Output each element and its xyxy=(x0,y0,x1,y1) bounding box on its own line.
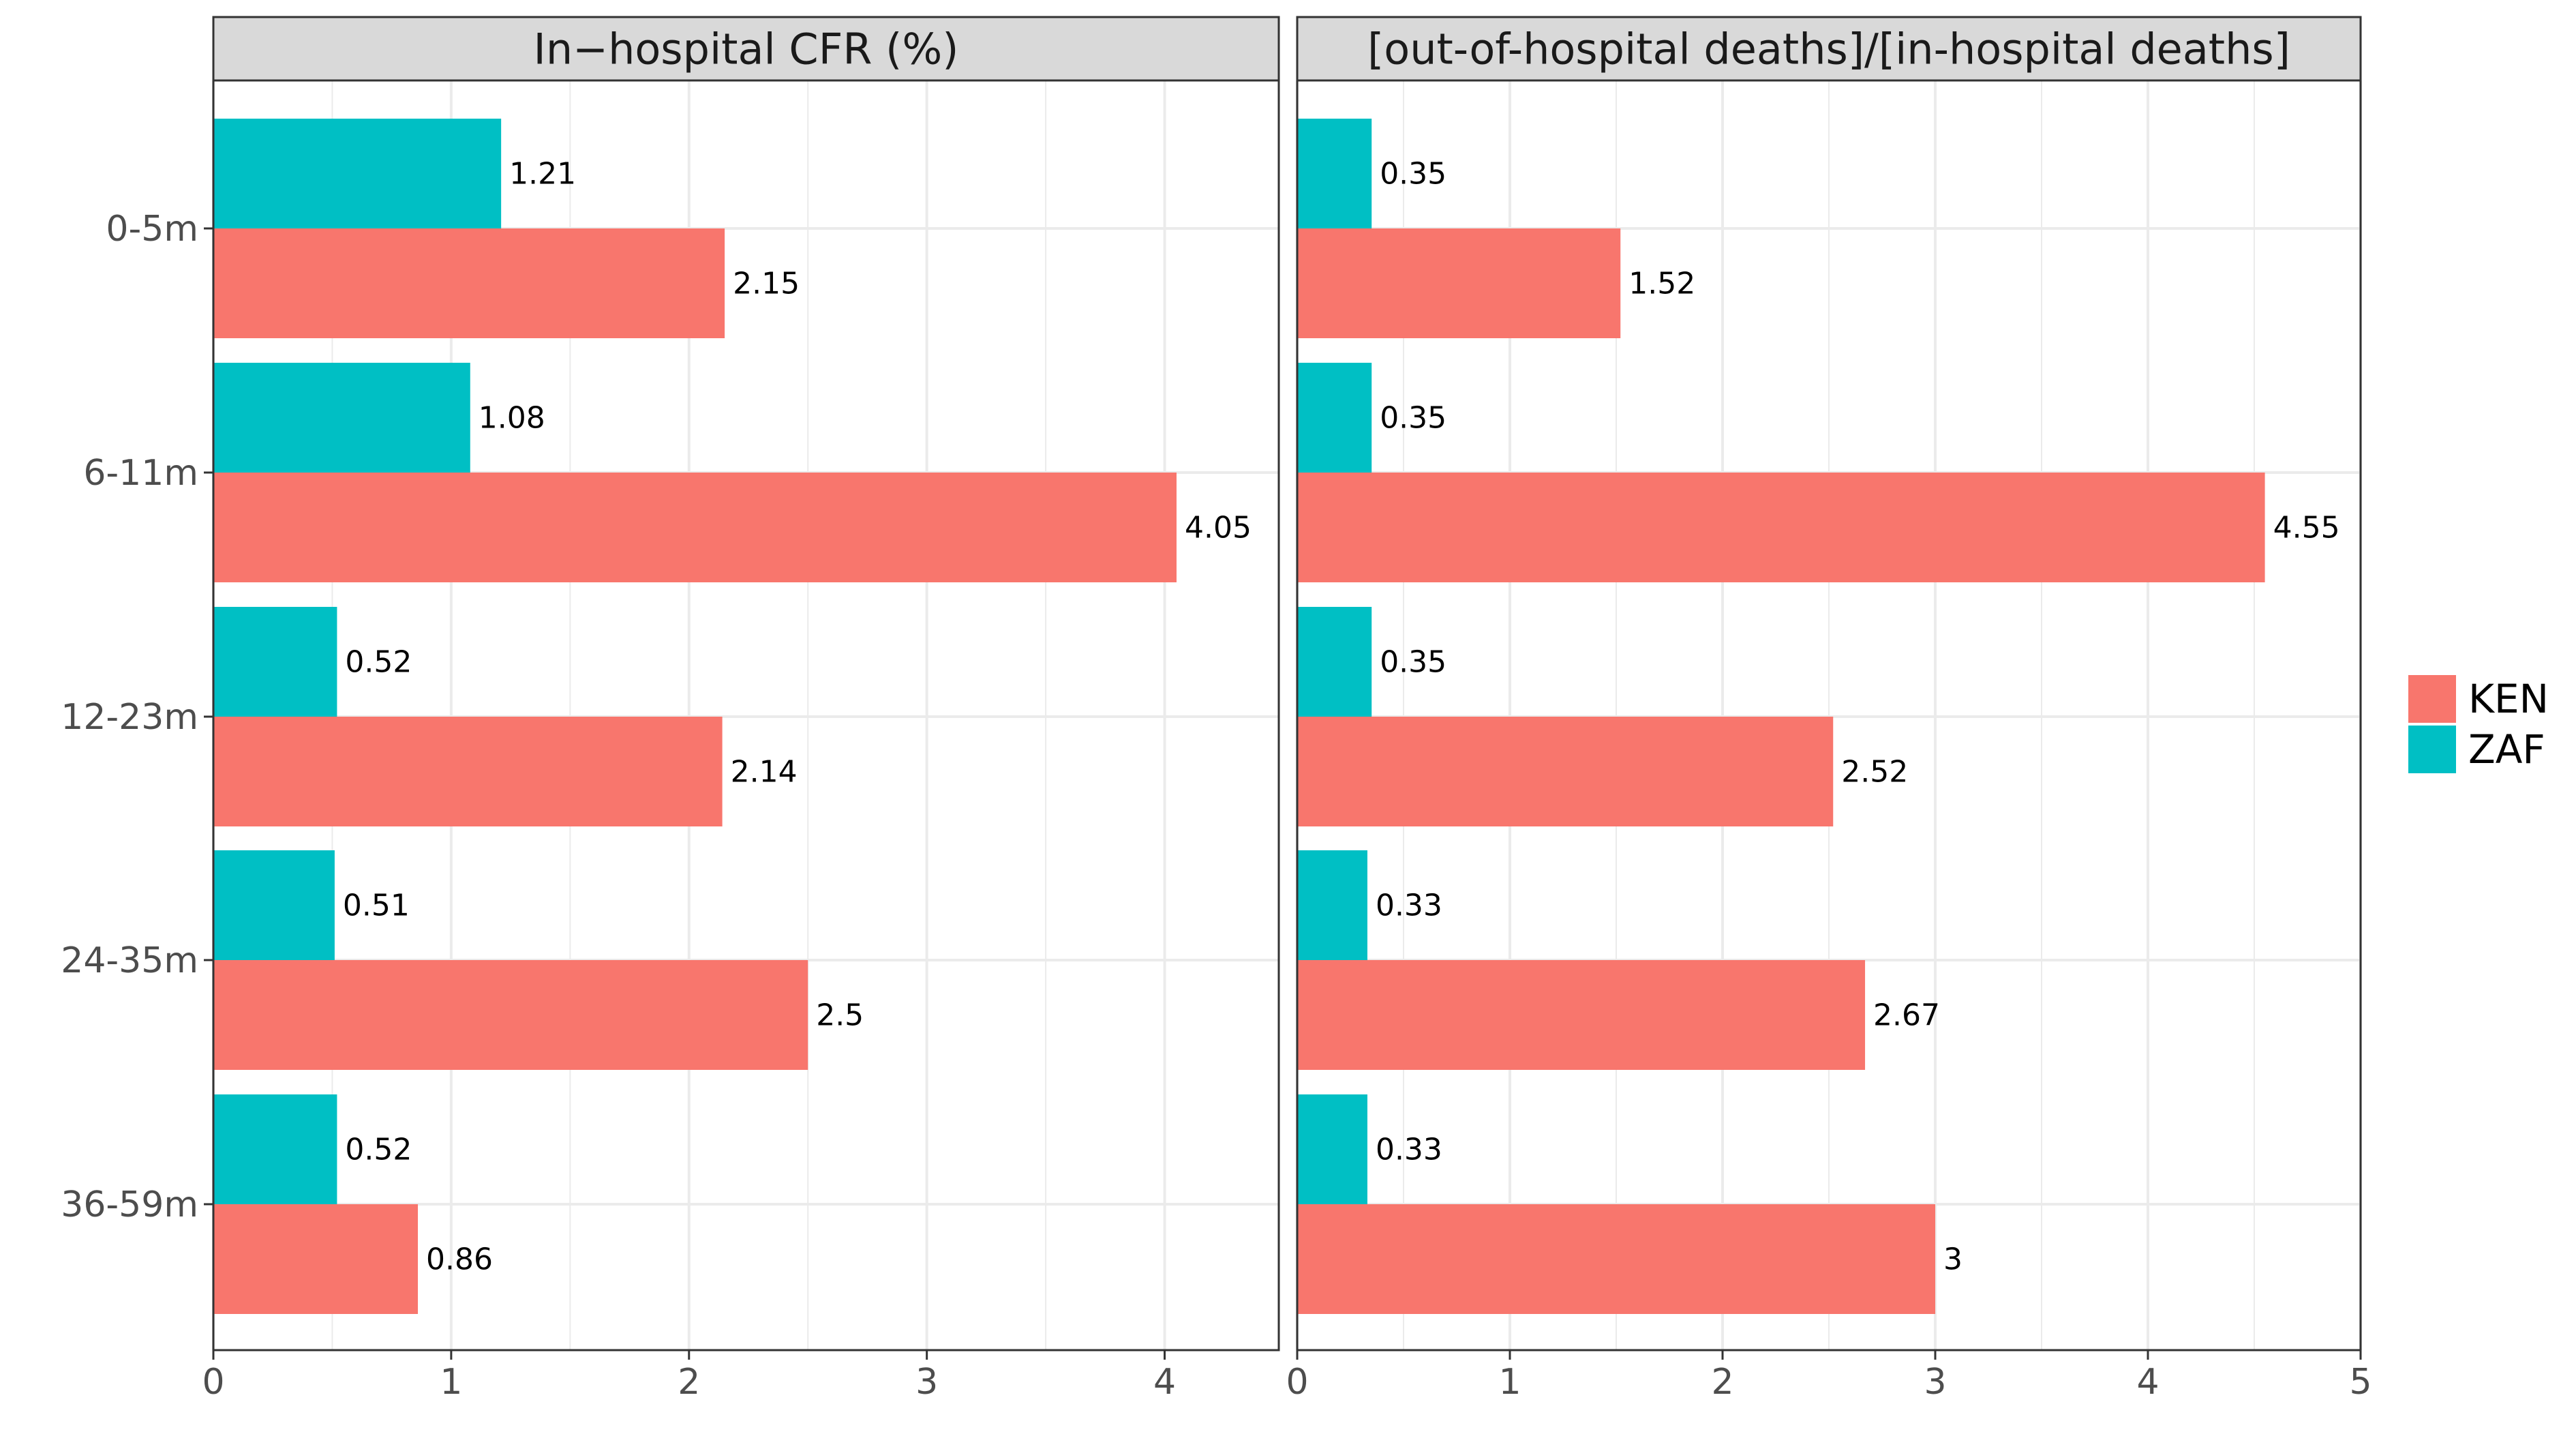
data-label: 0.33 xyxy=(1376,888,1442,923)
bar-zaf-6-11m xyxy=(1297,363,1372,473)
x-tick-label: 3 xyxy=(1924,1362,1946,1403)
data-label: 2.5 xyxy=(816,998,864,1033)
data-label: 4.55 xyxy=(2273,511,2340,546)
bar-ken-12-23m xyxy=(1297,717,1834,826)
y-tick-label: 24-35m xyxy=(61,940,198,981)
legend-label: ZAF xyxy=(2468,726,2545,773)
bar-zaf-36-59m xyxy=(213,1094,337,1204)
bar-ken-36-59m xyxy=(1297,1204,1935,1314)
data-label: 0.35 xyxy=(1380,401,1446,436)
x-tick-label: 1 xyxy=(1498,1362,1521,1403)
x-tick-label: 0 xyxy=(202,1362,224,1403)
data-label: 0.52 xyxy=(345,1133,412,1167)
data-label: 0.35 xyxy=(1380,157,1446,192)
bar-ken-36-59m xyxy=(213,1204,419,1314)
facet-title: In−hospital CFR (%) xyxy=(534,25,959,74)
bar-ken-0-5m xyxy=(1297,228,1621,338)
x-tick-label: 0 xyxy=(1286,1362,1308,1403)
x-tick-label: 4 xyxy=(2136,1362,2159,1403)
data-label: 1.52 xyxy=(1628,267,1695,301)
bar-ken-24-35m xyxy=(1297,960,1866,1070)
panel-2: 0.35 0.35 0.35 0.33 0.33 1.52 4.55 2.52 2.67 3 [ou… xyxy=(1286,16,2372,1403)
data-label: 2.52 xyxy=(1841,755,1908,790)
bar-zaf-24-35m xyxy=(213,850,335,960)
x-tick-label: 3 xyxy=(915,1362,938,1403)
facet-strip xyxy=(1296,16,2362,82)
y-tick-label: 0-5m xyxy=(106,209,198,250)
bar-zaf-0-5m xyxy=(213,119,502,228)
data-label: 1.08 xyxy=(479,401,545,436)
bar-zaf-36-59m xyxy=(1297,1094,1367,1204)
data-label: 0.33 xyxy=(1376,1133,1442,1167)
x-tick-label: 1 xyxy=(440,1362,462,1403)
legend-label: KEN xyxy=(2468,676,2549,722)
panel-1: 1.21 1.08 0.52 0.51 0.52 2.15 4.05 2.14 2.5 0.86 I… xyxy=(61,16,1280,1403)
x-tick-label: 2 xyxy=(1711,1362,1733,1403)
data-label: 0.52 xyxy=(345,645,412,680)
facet-panels: 1.21 1.08 0.52 0.51 0.52 2.15 4.05 2.14 2.5 0.86 I… xyxy=(61,16,2372,1403)
data-label: 3 xyxy=(1943,1242,1963,1277)
legend-key-zaf xyxy=(2408,726,2456,773)
bar-ken-0-5m xyxy=(213,228,725,338)
x-tick-label: 2 xyxy=(678,1362,700,1403)
y-tick-label: 36-59m xyxy=(61,1184,198,1225)
bar-ken-6-11m xyxy=(1297,473,2265,582)
x-tick-label: 5 xyxy=(2349,1362,2372,1403)
bar-ken-12-23m xyxy=(213,717,723,826)
data-label: 0.86 xyxy=(426,1242,493,1277)
facet-strip xyxy=(212,16,1280,82)
bar-zaf-6-11m xyxy=(213,363,470,473)
bar-ken-24-35m xyxy=(213,960,808,1070)
data-label: 0.51 xyxy=(343,888,410,923)
legend-key-ken xyxy=(2408,675,2456,723)
x-tick-label: 4 xyxy=(1153,1362,1176,1403)
data-label: 0.35 xyxy=(1380,645,1446,680)
bar-ken-6-11m xyxy=(213,473,1177,582)
data-label: 2.14 xyxy=(731,755,798,790)
bar-zaf-24-35m xyxy=(1297,850,1367,960)
y-tick-label: 6-11m xyxy=(83,453,198,494)
bar-zaf-0-5m xyxy=(1297,119,1372,228)
facet-title: [out-of-hospital deaths]/[in-hospital de… xyxy=(1367,25,2290,74)
y-tick-label: 12-23m xyxy=(61,697,198,738)
data-label: 4.05 xyxy=(1185,511,1252,546)
data-label: 1.21 xyxy=(509,157,576,192)
data-label: 2.67 xyxy=(1873,998,1940,1033)
bar-zaf-12-23m xyxy=(1297,607,1372,717)
data-label: 2.15 xyxy=(733,267,800,301)
bar-zaf-12-23m xyxy=(213,607,337,717)
